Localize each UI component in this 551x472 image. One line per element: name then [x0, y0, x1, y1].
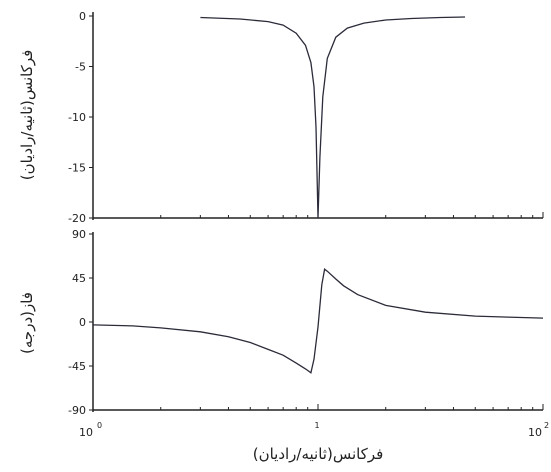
- phase-y-tick-label: 45: [72, 272, 86, 285]
- phase-panel: 90 45 0 -45 -90 فاز(درجه) 10 0 10 2 1 فرکانس…: [18, 228, 549, 463]
- magnitude-y-tick-label: -10: [68, 111, 86, 124]
- magnitude-y-axis-label: فرکانس(ثانیه/رادیان): [18, 50, 36, 181]
- x-tick-label-mid: 1: [314, 421, 319, 430]
- x-tick-label-exp-left: 0: [97, 421, 102, 430]
- magnitude-series-line: [200, 16, 466, 219]
- x-axis-label: فرکانس(ثانیه/رادیان): [253, 445, 384, 463]
- phase-y-tick-label: -45: [68, 360, 86, 373]
- magnitude-y-tick-label: -15: [68, 162, 86, 175]
- phase-series-line: [92, 268, 544, 374]
- x-tick-label-base-right: 10: [528, 426, 542, 439]
- phase-y-tick-label: 90: [72, 228, 86, 241]
- phase-y-tick-label: -90: [68, 404, 86, 417]
- magnitude-y-tick-label: -5: [75, 61, 86, 74]
- magnitude-y-tick-label: -20: [68, 212, 86, 225]
- x-tick-label-exp-right: 2: [544, 421, 549, 430]
- magnitude-panel: 0 -5 -10 -15 -20 فرکانس(ثانیه/رادیان): [18, 10, 544, 225]
- phase-y-axis-label: فاز(درجه): [18, 292, 36, 354]
- magnitude-y-tick-label: 0: [79, 10, 86, 23]
- phase-y-tick-label: 0: [79, 316, 86, 329]
- x-tick-label-base-left: 10: [79, 426, 93, 439]
